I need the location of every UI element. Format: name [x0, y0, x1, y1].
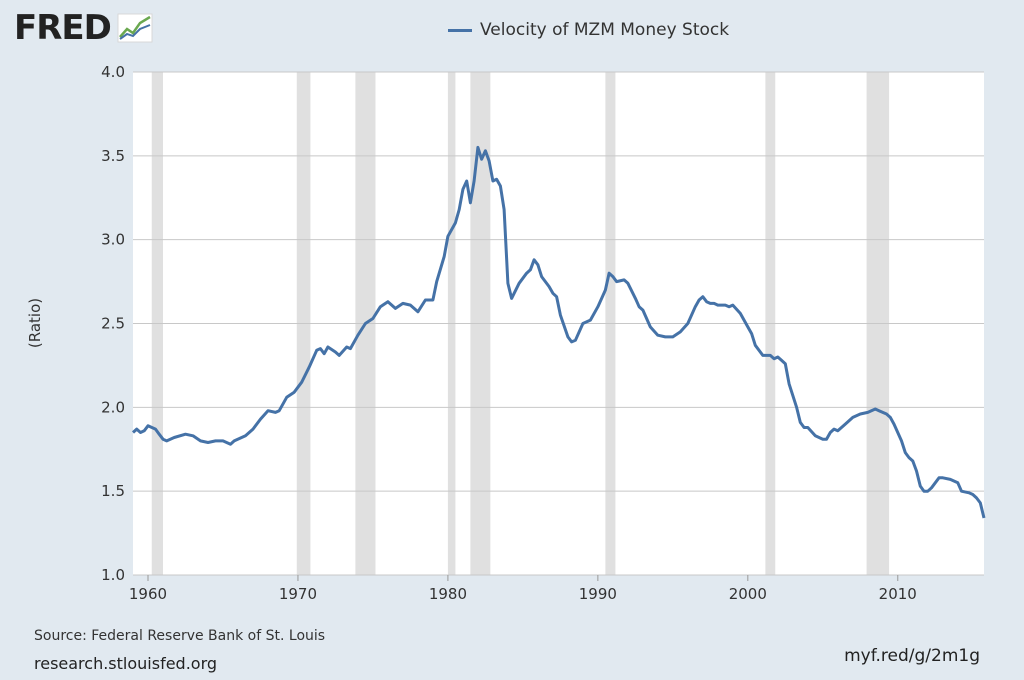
short-link[interactable]: myf.red/g/2m1g — [844, 646, 980, 666]
y-tick-label: 3.5 — [101, 147, 125, 165]
source-note: Source: Federal Reserve Bank of St. Loui… — [34, 628, 326, 644]
y-axis-ticks: 1.0 1.5 2.0 2.5 3.0 3.5 4.0 — [101, 63, 125, 584]
y-tick-label: 1.0 — [101, 566, 125, 584]
y-tick-label: 3.0 — [101, 231, 125, 249]
y-tick-label: 1.5 — [101, 482, 125, 500]
chart-legend: Velocity of MZM Money Stock — [448, 20, 729, 40]
x-axis-ticks: 1960 1970 1980 1990 2000 2010 — [129, 575, 917, 603]
y-tick-label: 2.5 — [101, 315, 125, 333]
x-tick-label: 1970 — [279, 585, 317, 603]
x-tick-label: 1990 — [579, 585, 617, 603]
fred-logo[interactable]: FRED — [14, 8, 153, 48]
site-link[interactable]: research.stlouisfed.org — [34, 654, 218, 673]
y-tick-label: 2.0 — [101, 398, 125, 416]
x-tick-label: 1960 — [129, 585, 167, 603]
grid-lines — [133, 71, 984, 576]
x-tick-label: 2010 — [879, 585, 917, 603]
legend-label: Velocity of MZM Money Stock — [480, 20, 730, 40]
legend-swatch — [448, 28, 472, 32]
x-tick-label: 1980 — [429, 585, 467, 603]
chart-logo-icon — [117, 13, 153, 43]
x-tick-label: 2000 — [729, 585, 767, 603]
series-line-mzm-velocity[interactable] — [131, 145, 986, 519]
line-chart: 1.0 1.5 2.0 2.5 3.0 3.5 4.0 1960 1970 1980 1990 20… — [26, 63, 986, 603]
fred-logo-text: FRED — [14, 8, 112, 48]
y-axis-label: (Ratio) — [26, 298, 44, 348]
y-tick-label: 4.0 — [101, 63, 125, 81]
